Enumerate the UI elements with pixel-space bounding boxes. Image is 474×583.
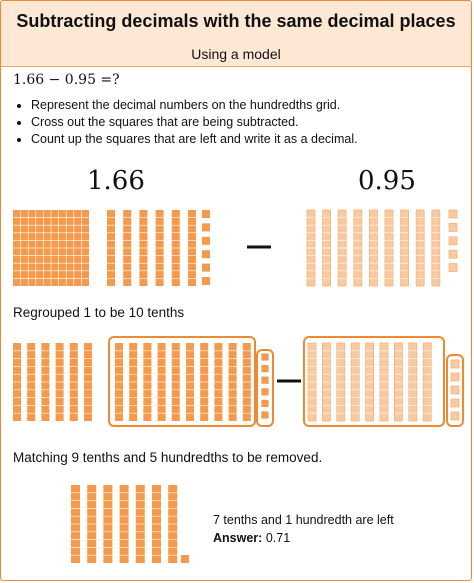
equation: 1.66 − 0.95 =?	[13, 72, 120, 88]
answer-line: Answer: 0.71	[213, 529, 394, 547]
regroup-tenths-box	[108, 336, 256, 427]
subtrahend-number: 0.95	[358, 166, 416, 196]
hundredth-square	[202, 236, 210, 245]
page-subtitle: Using a model	[1, 41, 471, 67]
hundredth-square	[450, 372, 460, 382]
hundredth-square	[202, 223, 210, 232]
hundredth-square	[448, 222, 458, 232]
step-item: Represent the decimal numbers on the hun…	[31, 97, 358, 114]
answer-label: Answer:	[213, 531, 263, 545]
hundredth-square	[450, 359, 460, 369]
hundredth-square	[450, 398, 460, 408]
hundredth-square	[450, 385, 460, 395]
hundredth-square	[260, 375, 270, 385]
hundredth-square	[202, 263, 210, 272]
hundredth-square	[260, 352, 270, 362]
minuend-number: 1.66	[87, 166, 145, 196]
subtrahend-tenths-box	[303, 336, 445, 427]
page-title: Subtracting decimals with the same decim…	[1, 1, 471, 42]
regroup-hundredths-box	[256, 349, 274, 427]
steps-list: Represent the decimal numbers on the hun…	[11, 97, 358, 148]
hundredth-square	[448, 263, 458, 273]
hundredth-square	[181, 555, 189, 563]
hundredth-square	[260, 364, 270, 374]
result-text: 7 tenths and 1 hundredth are left Answer…	[213, 511, 394, 547]
answer-value: 0.71	[265, 531, 291, 545]
hundredth-square	[202, 250, 210, 259]
hundredth-square	[448, 209, 458, 219]
hundredth-square	[260, 398, 270, 408]
step-item: Count up the squares that are left and w…	[31, 131, 358, 148]
hundredth-square	[448, 249, 458, 259]
hundredth-square	[202, 277, 210, 285]
hundredth-square	[202, 210, 210, 218]
hundredth-square	[260, 410, 270, 420]
subtrahend-hundredths-box	[446, 354, 464, 427]
hundredth-square	[450, 411, 460, 421]
match-heading: Matching 9 tenths and 5 hundredths to be…	[13, 450, 323, 465]
regroup-heading: Regrouped 1 to be 10 tenths	[13, 305, 185, 320]
result-line: 7 tenths and 1 hundredth are left	[213, 513, 394, 527]
step-item: Cross out the squares that are being sub…	[31, 114, 358, 131]
hundredth-square	[260, 387, 270, 397]
hundredth-square	[448, 236, 458, 246]
